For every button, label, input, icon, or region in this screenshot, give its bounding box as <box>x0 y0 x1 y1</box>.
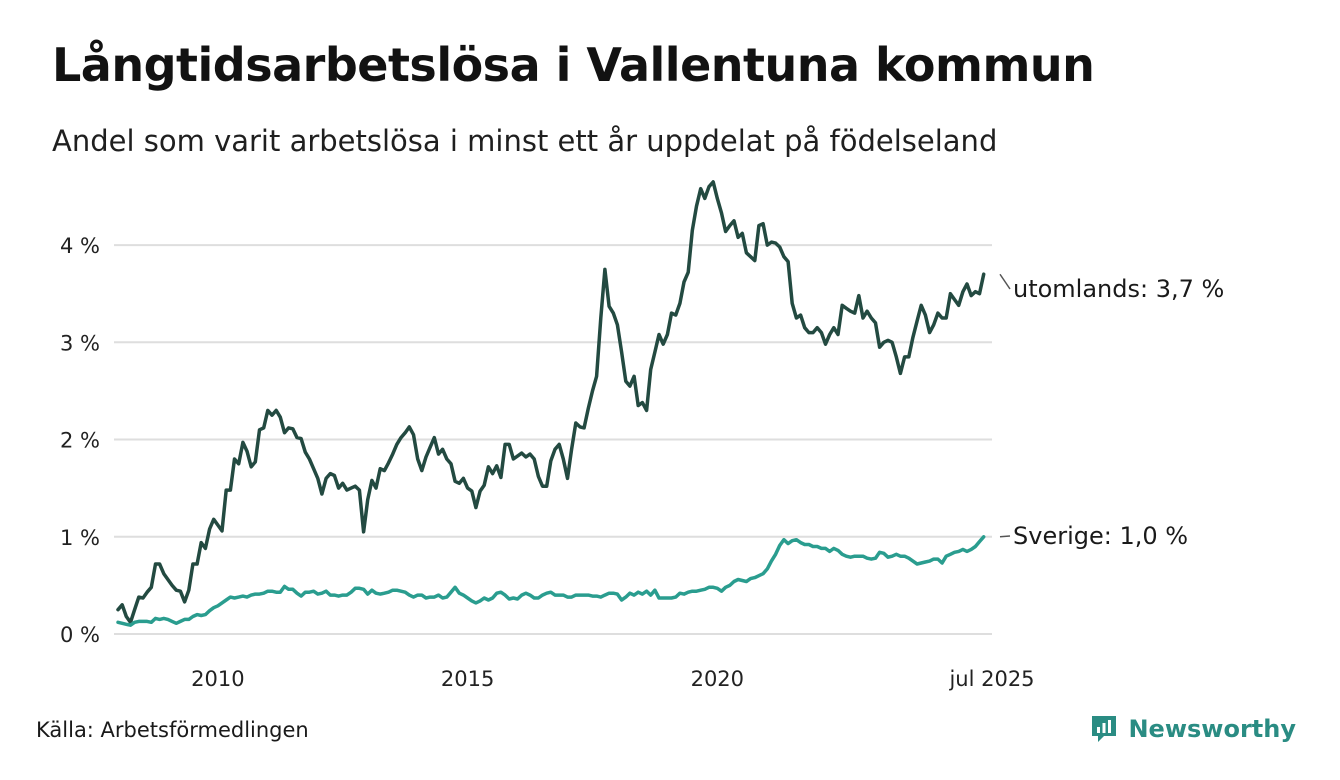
y-tick-label: 1 % <box>60 526 100 550</box>
grid-lines <box>114 244 992 635</box>
x-tick-label: 2015 <box>441 667 494 691</box>
x-tick-label: 2010 <box>191 667 244 691</box>
chart-title: Långtidsarbetslösa i Vallentuna kommun <box>52 38 1095 92</box>
source-note: Källa: Arbetsförmedlingen <box>36 718 309 742</box>
y-tick-label: 2 % <box>60 429 100 453</box>
brand[interactable]: Newsworthy <box>1090 714 1296 744</box>
series-line-sverige <box>116 535 986 627</box>
brand-name: Newsworthy <box>1128 715 1296 743</box>
y-tick-label: 3 % <box>60 331 100 355</box>
x-axis: 2010 2015 2020 jul 2025 <box>191 667 1034 691</box>
series-line-utomlands <box>116 180 986 625</box>
x-tick-label: 2020 <box>691 667 744 691</box>
end-label-utomlands: utomlands: 3,7 % <box>1013 275 1224 303</box>
end-label-connector <box>999 535 1011 538</box>
y-tick-label: 0 % <box>60 623 100 647</box>
end-label-sverige: Sverige: 1,0 % <box>1013 522 1188 550</box>
series-end-labels: utomlands: 3,7 % Sverige: 1,0 % <box>999 273 1224 550</box>
end-label-connector <box>999 273 1011 290</box>
y-axis: 0 % 1 % 2 % 3 % 4 % <box>60 234 100 647</box>
newsworthy-logo-icon <box>1092 716 1117 742</box>
y-tick-label: 4 % <box>60 234 100 258</box>
x-tick-label: jul 2025 <box>948 667 1034 691</box>
series-lines <box>116 180 986 627</box>
chart-subtitle: Andel som varit arbetslösa i minst ett å… <box>52 124 998 158</box>
